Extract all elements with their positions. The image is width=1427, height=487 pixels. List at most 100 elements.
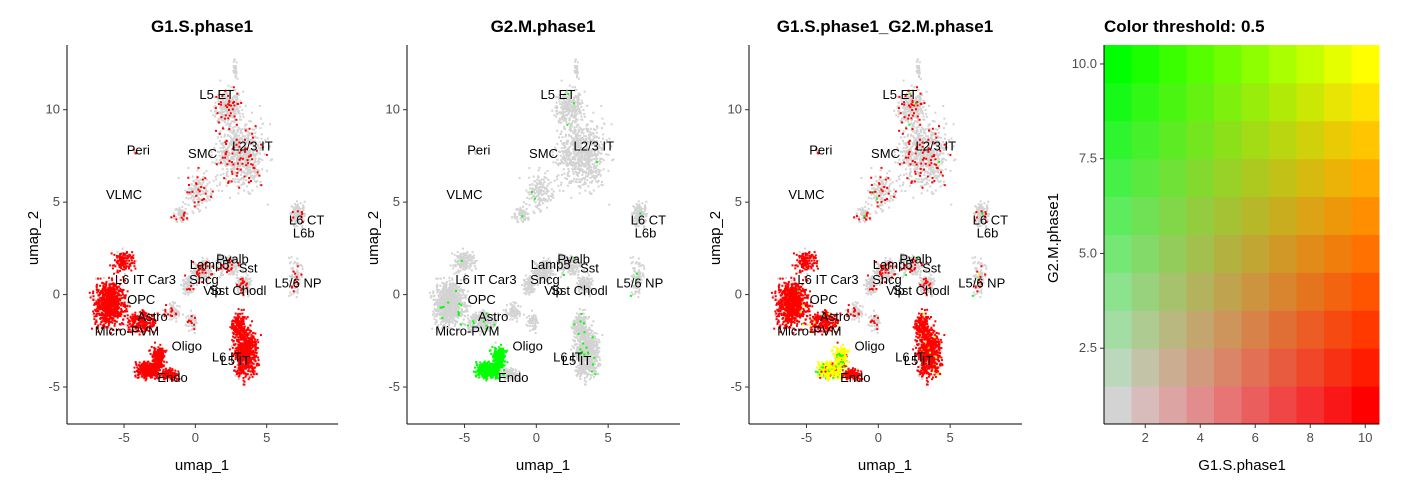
cell-point xyxy=(217,261,220,264)
cell-point xyxy=(243,165,246,168)
cell-point xyxy=(236,171,239,174)
cell-point xyxy=(112,285,115,288)
cell-point xyxy=(90,294,93,297)
cell-point xyxy=(204,188,207,191)
cell-point xyxy=(138,361,141,364)
cell-point xyxy=(126,257,129,260)
cell-point xyxy=(125,265,128,268)
cell-point xyxy=(107,296,110,299)
cell-point xyxy=(165,312,168,315)
cell-point xyxy=(252,152,255,155)
cell-point xyxy=(240,173,243,176)
cell-point xyxy=(250,279,253,282)
cell-point xyxy=(255,354,258,357)
cell-point xyxy=(176,209,179,212)
cell-point xyxy=(93,312,96,315)
cell-point xyxy=(256,169,259,172)
cell-point xyxy=(234,108,237,111)
cell-point xyxy=(97,299,100,302)
cell-point xyxy=(114,263,117,266)
cell-point xyxy=(181,220,184,223)
cell-point xyxy=(195,263,198,266)
cell-point xyxy=(118,315,121,318)
cell-point xyxy=(179,216,182,219)
cell-point xyxy=(160,350,163,353)
cell-point xyxy=(301,265,304,268)
cell-point xyxy=(232,177,235,180)
panel-title: G1.S.phase1 xyxy=(151,17,253,36)
cell-point xyxy=(224,108,227,111)
cell-point xyxy=(240,183,243,186)
cell-point xyxy=(195,277,198,280)
cell-point xyxy=(198,210,201,213)
cell-point xyxy=(137,373,140,376)
cell-point xyxy=(257,160,260,163)
cell-point xyxy=(142,327,145,330)
cell-point xyxy=(227,150,230,153)
cell-point xyxy=(258,169,261,172)
cell-point xyxy=(231,322,234,325)
cell-point xyxy=(115,254,118,257)
cell-point xyxy=(95,288,98,291)
cell-point xyxy=(187,197,190,200)
cell-point xyxy=(177,370,180,373)
cell-point xyxy=(99,284,102,287)
cell-point xyxy=(103,309,106,312)
cell-point xyxy=(249,168,252,171)
cell-point xyxy=(177,311,180,314)
cell-point xyxy=(101,314,104,317)
cell-point xyxy=(131,323,134,326)
cell-point xyxy=(145,327,148,330)
cell-point xyxy=(244,375,247,378)
cell-point xyxy=(221,102,224,105)
cell-point xyxy=(288,256,291,259)
cell-point xyxy=(174,308,177,311)
cell-point xyxy=(174,368,177,371)
cell-point xyxy=(220,96,223,99)
cell-point xyxy=(117,311,120,314)
cell-point xyxy=(115,286,118,289)
cell-point xyxy=(241,132,244,135)
cell-point xyxy=(214,105,217,108)
cell-point xyxy=(191,284,194,287)
cell-point xyxy=(215,259,218,262)
cell-point xyxy=(186,278,189,281)
cell-point xyxy=(232,69,235,72)
cell-point xyxy=(232,106,235,109)
cell-point xyxy=(149,369,152,372)
cell-point xyxy=(235,145,238,148)
cell-point xyxy=(230,345,233,348)
cell-point xyxy=(255,355,258,358)
cell-point xyxy=(162,309,165,312)
cell-point xyxy=(121,290,124,293)
cell-point xyxy=(222,102,225,105)
cell-point xyxy=(144,372,147,375)
cell-point xyxy=(244,123,247,126)
cell-point xyxy=(139,375,142,378)
cell-point xyxy=(295,205,298,208)
cell-point xyxy=(251,288,254,291)
cell-point xyxy=(153,349,156,352)
cell-point xyxy=(227,97,230,100)
cell-point xyxy=(230,256,233,259)
cell-point xyxy=(171,378,174,381)
cell-point xyxy=(242,140,245,143)
cell-point xyxy=(95,277,98,280)
cell-point xyxy=(232,353,235,356)
cell-point xyxy=(115,296,118,299)
cell-point xyxy=(159,370,162,373)
cell-point xyxy=(98,293,101,296)
cell-point xyxy=(155,367,158,370)
cell-point xyxy=(120,309,123,312)
cell-point xyxy=(186,218,189,221)
cell-point xyxy=(104,319,107,322)
cell-point xyxy=(238,134,241,137)
cell-point xyxy=(174,377,177,380)
cell-point xyxy=(125,263,128,266)
cell-point xyxy=(236,322,239,325)
cell-point xyxy=(296,214,299,217)
cell-point xyxy=(153,341,156,344)
cell-point xyxy=(295,204,298,207)
cell-point xyxy=(235,98,238,101)
